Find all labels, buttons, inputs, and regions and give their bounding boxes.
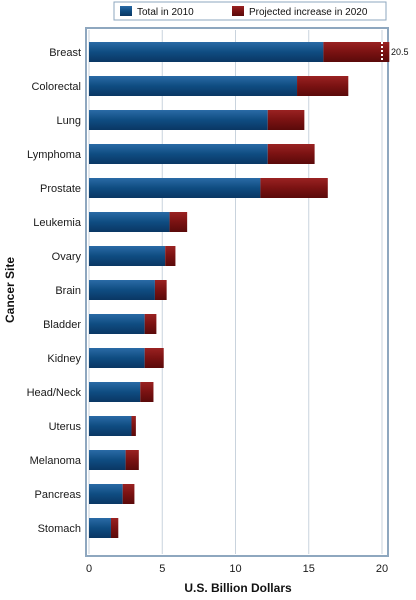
bar-kidney-total-in-2010 xyxy=(89,348,145,368)
category-label-head-neck: Head/Neck xyxy=(27,387,82,399)
category-label-breast: Breast xyxy=(49,47,81,59)
bar-melanoma-total-in-2010 xyxy=(89,450,126,470)
data-labels: 20.5 xyxy=(381,42,409,62)
bar-lung-projected-increase-in-2020 xyxy=(267,110,305,130)
legend-label-increase-2020: Projected increase in 2020 xyxy=(249,7,368,18)
category-label-uterus: Uterus xyxy=(49,421,82,433)
category-label-brain: Brain xyxy=(55,285,81,297)
category-label-bladder: Bladder xyxy=(43,319,81,331)
bar-pancreas-projected-increase-in-2020 xyxy=(122,484,135,504)
bar-stomach-projected-increase-in-2020 xyxy=(110,518,119,538)
x-tick-label-5: 5 xyxy=(159,563,165,575)
legend-label-total-2010: Total in 2010 xyxy=(137,7,194,18)
y-axis-title: Cancer Site xyxy=(3,257,17,323)
x-tick-label-15: 15 xyxy=(303,563,315,575)
bar-brain-total-in-2010 xyxy=(89,280,155,300)
bar-pancreas-total-in-2010 xyxy=(89,484,123,504)
legend-swatch-total-2010 xyxy=(120,6,132,16)
bar-lung-total-in-2010 xyxy=(89,110,268,130)
category-label-melanoma: Melanoma xyxy=(30,455,82,467)
x-tick-labels: 0 5 10 15 20 xyxy=(86,563,388,575)
category-label-leukemia: Leukemia xyxy=(33,217,82,229)
category-label-stomach: Stomach xyxy=(38,523,81,535)
bar-bladder-total-in-2010 xyxy=(89,314,145,334)
bar-prostate-total-in-2010 xyxy=(89,178,261,198)
bar-colorectal-total-in-2010 xyxy=(89,76,298,96)
legend: Total in 2010 Projected increase in 2020 xyxy=(113,1,387,21)
bar-ovary-projected-increase-in-2020 xyxy=(165,246,176,266)
bar-ovary-total-in-2010 xyxy=(89,246,166,266)
x-tick-label-10: 10 xyxy=(229,563,241,575)
bar-uterus-projected-increase-in-2020 xyxy=(131,416,136,436)
bar-kidney-projected-increase-in-2020 xyxy=(144,348,164,368)
bar-bladder-projected-increase-in-2020 xyxy=(144,314,157,334)
bar-head-neck-projected-increase-in-2020 xyxy=(140,382,154,402)
x-tick-label-0: 0 xyxy=(86,563,92,575)
category-label-kidney: Kidney xyxy=(47,353,81,365)
bar-melanoma-projected-increase-in-2020 xyxy=(125,450,139,470)
category-label-lung: Lung xyxy=(57,115,81,127)
bar-stomach-total-in-2010 xyxy=(89,518,111,538)
category-label-lymphoma: Lymphoma xyxy=(27,149,82,161)
bar-breast-total-in-2010 xyxy=(89,42,324,62)
bar-colorectal-projected-increase-in-2020 xyxy=(297,76,349,96)
bar-leukemia-total-in-2010 xyxy=(89,212,170,232)
legend-box xyxy=(113,1,387,21)
category-label-pancreas: Pancreas xyxy=(35,489,82,501)
x-axis-title: U.S. Billion Dollars xyxy=(184,581,292,595)
bar-breast-projected-increase-in-2020 xyxy=(323,42,390,62)
bars xyxy=(89,42,390,538)
bar-uterus-total-in-2010 xyxy=(89,416,132,436)
x-tick-label-20: 20 xyxy=(376,563,388,575)
category-label-prostate: Prostate xyxy=(40,183,81,195)
bar-brain-projected-increase-in-2020 xyxy=(154,280,167,300)
data-label-breast: 20.5 xyxy=(391,47,409,57)
bar-lymphoma-total-in-2010 xyxy=(89,144,268,164)
category-label-ovary: Ovary xyxy=(52,251,82,263)
bar-lymphoma-projected-increase-in-2020 xyxy=(267,144,315,164)
bar-leukemia-projected-increase-in-2020 xyxy=(169,212,188,232)
bar-head-neck-total-in-2010 xyxy=(89,382,141,402)
bar-prostate-projected-increase-in-2020 xyxy=(260,178,328,198)
legend-swatch-increase-2020 xyxy=(232,6,244,16)
category-label-colorectal: Colorectal xyxy=(31,81,81,93)
category-labels: Breast Colorectal Lung Lymphoma Prostate Leuk… xyxy=(27,47,82,535)
